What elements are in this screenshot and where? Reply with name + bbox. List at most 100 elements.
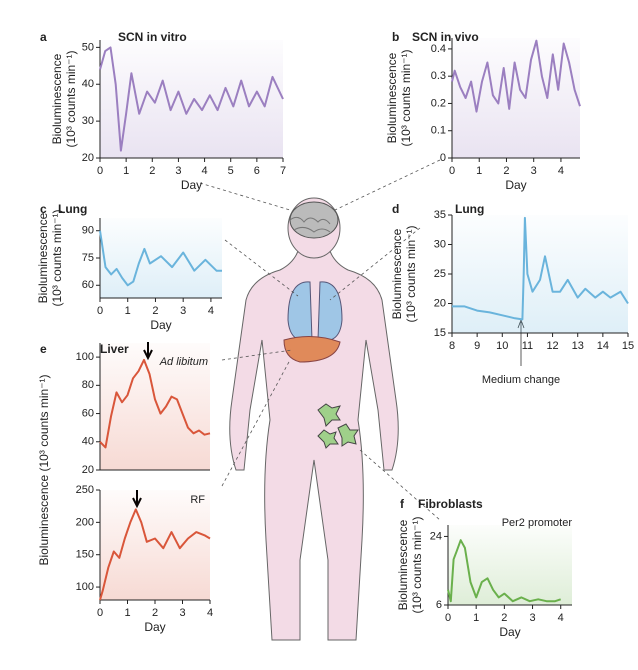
chart-panel: 20 30 40 50 0 1 2 3 4 5 6 7 Day Bioluminescence (10³ c… bbox=[40, 30, 286, 192]
y-tick-label: 6 bbox=[436, 599, 442, 611]
y-tick-label: 20 bbox=[82, 464, 94, 476]
x-tick-label: 2 bbox=[149, 165, 155, 177]
chart-panel: 100 150 200 250 0 1 2 3 4 Day RF bbox=[76, 484, 213, 634]
chart-title: Lung bbox=[455, 202, 484, 216]
y-axis-label: Bioluminescence (10³ counts min⁻¹) bbox=[37, 374, 51, 565]
plot-background bbox=[100, 343, 210, 470]
y-tick-label: 80 bbox=[82, 379, 94, 391]
y-axis-label: (10³ counts min⁻¹) bbox=[50, 209, 64, 306]
y-axis-label: Bioluminescence bbox=[50, 53, 64, 144]
body-illustration bbox=[229, 197, 399, 641]
y-tick-label: 24 bbox=[430, 530, 442, 542]
x-tick-label: 7 bbox=[280, 165, 286, 177]
data-line bbox=[447, 539, 562, 603]
x-tick-label: 3 bbox=[175, 165, 181, 177]
x-tick-label: 2 bbox=[152, 607, 158, 619]
annotation: RF bbox=[190, 494, 205, 506]
y-tick-label: 0.4 bbox=[431, 43, 446, 55]
connector bbox=[329, 227, 421, 301]
chart-title: Liver bbox=[100, 342, 129, 356]
x-tick-label: 14 bbox=[597, 340, 609, 352]
y-tick-label: 0.1 bbox=[431, 125, 446, 137]
x-tick-label: 11 bbox=[522, 340, 533, 352]
x-tick-label: 9 bbox=[474, 340, 480, 352]
y-tick-label: 20 bbox=[434, 297, 446, 309]
plot-background bbox=[452, 38, 580, 158]
data-line bbox=[452, 216, 629, 321]
x-tick-label: 13 bbox=[572, 340, 584, 352]
y-axis-label: Bioluminescence bbox=[396, 519, 410, 610]
data-line bbox=[99, 508, 211, 601]
annotation: Medium change bbox=[482, 374, 560, 386]
y-tick-label: 0 bbox=[440, 152, 446, 164]
chart-panel: 60 75 90 0 1 2 3 4 Day Bioluminescence (10³ counts… bbox=[36, 202, 222, 332]
y-tick-label: 200 bbox=[76, 516, 94, 528]
y-axis-label: (10³ counts min⁻¹) bbox=[410, 516, 424, 613]
x-tick-label: 0 bbox=[449, 165, 455, 177]
y-axis-label: (10³ counts min⁻¹) bbox=[404, 225, 418, 322]
y-tick-label: 0.3 bbox=[431, 70, 446, 82]
y-tick-label: 35 bbox=[434, 209, 446, 221]
x-tick-label: 4 bbox=[558, 612, 564, 624]
y-tick-label: 75 bbox=[82, 252, 94, 264]
panel-letter: f bbox=[400, 497, 405, 511]
panel-letter: e bbox=[40, 342, 47, 356]
fibroblast-cells bbox=[317, 403, 359, 449]
chart-title: SCN in vivo bbox=[412, 30, 479, 44]
data-line bbox=[451, 39, 581, 113]
chart-panel: 20 40 60 80 100 Bioluminescence (10³ counts m… bbox=[37, 342, 211, 566]
x-tick-label: 3 bbox=[179, 607, 185, 619]
y-axis-label: Bioluminescence bbox=[390, 228, 404, 319]
y-tick-label: 150 bbox=[76, 549, 94, 561]
y-tick-label: 20 bbox=[82, 152, 94, 164]
x-tick-label: 3 bbox=[531, 165, 537, 177]
chart-title: Fibroblasts bbox=[418, 497, 483, 511]
x-axis-label: Day bbox=[181, 178, 202, 192]
x-tick-label: 0 bbox=[97, 305, 103, 317]
x-tick-label: 1 bbox=[125, 305, 131, 317]
data-line bbox=[99, 46, 284, 152]
y-axis-label: Bioluminescence bbox=[36, 212, 50, 303]
annotation: Ad libitum bbox=[159, 356, 208, 368]
data-line bbox=[99, 230, 222, 287]
chart-panel: 6 24 0 1 2 3 4 Day Bioluminescence (10³ counts mi… bbox=[396, 497, 572, 639]
annotation: Per2 promoter bbox=[502, 517, 573, 529]
panel-letter: b bbox=[392, 30, 399, 44]
y-tick-label: 30 bbox=[434, 238, 446, 250]
x-tick-label: 0 bbox=[97, 165, 103, 177]
connector bbox=[199, 182, 291, 211]
x-tick-label: 0 bbox=[97, 607, 103, 619]
x-tick-label: 5 bbox=[228, 165, 234, 177]
x-tick-label: 1 bbox=[124, 607, 130, 619]
x-tick-label: 2 bbox=[503, 165, 509, 177]
y-tick-label: 60 bbox=[82, 279, 94, 291]
x-axis-label: Day bbox=[150, 318, 171, 332]
plot-background bbox=[100, 490, 210, 600]
y-tick-label: 60 bbox=[82, 407, 94, 419]
x-axis-label: Day bbox=[144, 620, 165, 634]
x-tick-label: 0 bbox=[445, 612, 451, 624]
x-tick-label: 1 bbox=[476, 165, 482, 177]
x-tick-label: 4 bbox=[207, 607, 213, 619]
y-tick-label: 250 bbox=[76, 484, 94, 496]
x-tick-label: 10 bbox=[496, 340, 508, 352]
body bbox=[229, 244, 399, 641]
y-axis-label: Bioluminescence bbox=[385, 52, 399, 143]
x-tick-label: 6 bbox=[254, 165, 260, 177]
x-tick-label: 3 bbox=[180, 305, 186, 317]
x-tick-label: 1 bbox=[473, 612, 479, 624]
plot-background bbox=[452, 215, 628, 333]
chart-panel: 15 20 25 30 35 8 9 10 11 12 13 14 15 Bioluminescence(… bbox=[390, 202, 634, 386]
plot-background bbox=[100, 218, 222, 298]
chart-title: Lung bbox=[58, 202, 87, 216]
y-tick-label: 40 bbox=[82, 78, 94, 90]
y-tick-label: 100 bbox=[76, 581, 94, 593]
x-tick-label: 2 bbox=[152, 305, 158, 317]
y-tick-label: 15 bbox=[434, 327, 446, 339]
data-line bbox=[99, 358, 211, 449]
panel-letter: a bbox=[40, 30, 47, 44]
connector bbox=[334, 159, 441, 211]
x-tick-label: 4 bbox=[202, 165, 208, 177]
liver bbox=[283, 336, 341, 363]
